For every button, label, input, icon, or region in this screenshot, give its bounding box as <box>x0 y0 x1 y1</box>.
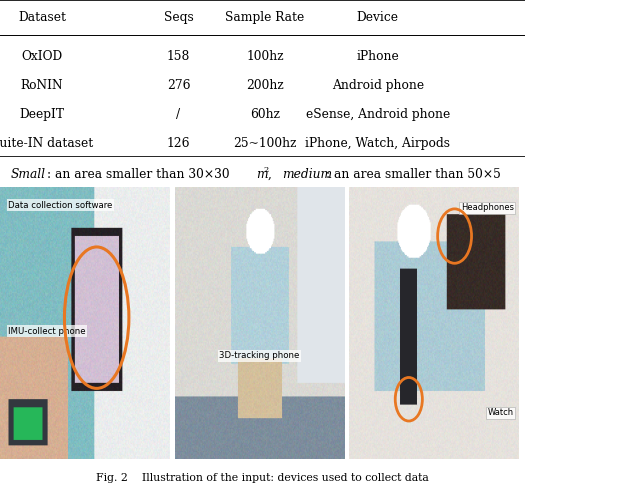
Text: Dataset: Dataset <box>18 11 66 24</box>
Text: Fig. 2    Illustration of the input: devices used to collect data: Fig. 2 Illustration of the input: device… <box>96 474 429 484</box>
Text: Headphones: Headphones <box>461 204 514 213</box>
Text: iPhone, Watch, Airpods: iPhone, Watch, Airpods <box>305 137 451 150</box>
Text: ,: , <box>268 168 276 181</box>
Text: DeepIT: DeepIT <box>19 108 65 121</box>
Text: 276: 276 <box>166 79 190 92</box>
Text: 3D-tracking phone: 3D-tracking phone <box>220 351 300 360</box>
Text: RoNIN: RoNIN <box>20 79 63 92</box>
Text: Android phone: Android phone <box>332 79 424 92</box>
Text: Data collection software: Data collection software <box>8 201 113 210</box>
Text: 200hz: 200hz <box>246 79 284 92</box>
Text: 25~100hz: 25~100hz <box>233 137 297 150</box>
Text: eSense, Android phone: eSense, Android phone <box>306 108 450 121</box>
Text: : an area smaller than 30×30: : an area smaller than 30×30 <box>47 168 233 181</box>
Text: : an area smaller than 50×5: : an area smaller than 50×5 <box>326 168 500 181</box>
Text: medium: medium <box>282 168 333 181</box>
Text: m: m <box>256 168 268 181</box>
Text: Suite-IN dataset: Suite-IN dataset <box>0 137 93 150</box>
Text: Seqs: Seqs <box>164 11 193 24</box>
Text: Watch: Watch <box>488 408 514 417</box>
Text: Small: Small <box>10 168 45 181</box>
Text: IMU-collect phone: IMU-collect phone <box>8 327 86 336</box>
Text: Sample Rate: Sample Rate <box>225 11 305 24</box>
Text: Device: Device <box>357 11 399 24</box>
Text: 2: 2 <box>263 166 268 174</box>
Text: /: / <box>177 108 180 121</box>
Text: iPhone: iPhone <box>356 50 399 63</box>
Text: OxIOD: OxIOD <box>21 50 63 63</box>
Text: 158: 158 <box>167 50 190 63</box>
Text: 100hz: 100hz <box>246 50 284 63</box>
Text: 126: 126 <box>166 137 190 150</box>
Text: 60hz: 60hz <box>250 108 280 121</box>
